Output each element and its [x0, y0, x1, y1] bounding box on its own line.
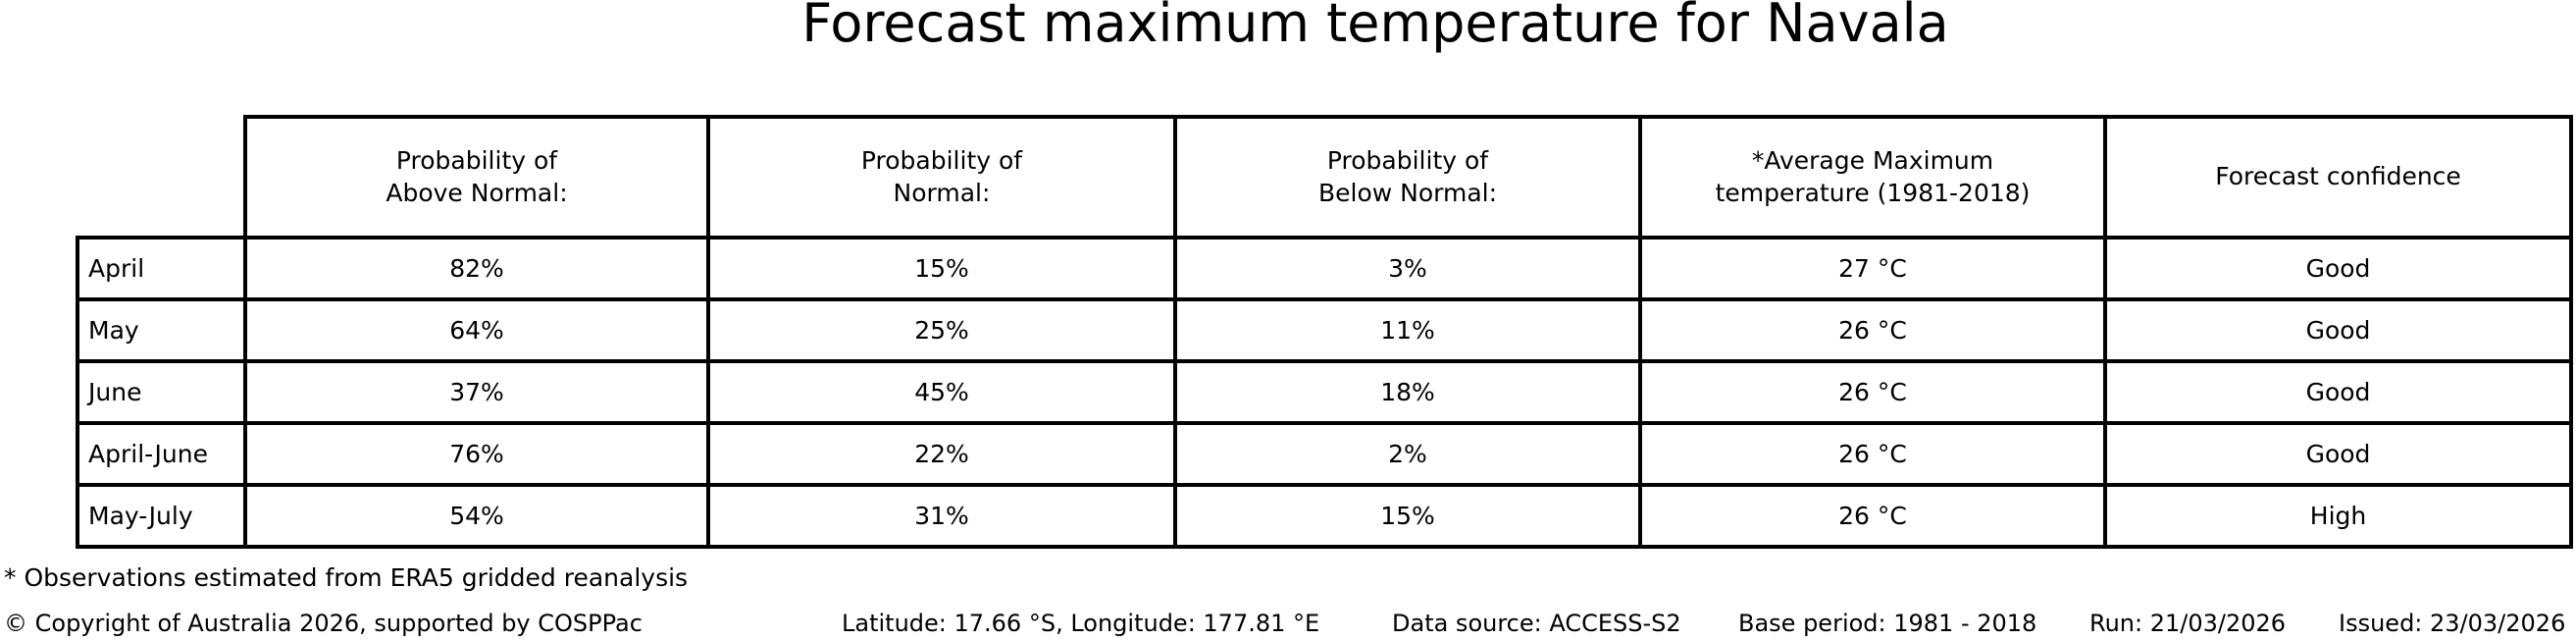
row-label-april-june: April-June — [76, 421, 247, 487]
base-period-text: Base period: 1981 - 2018 — [1738, 610, 2037, 637]
table-row-may-july: May-July 54% 31% 15% 26 °C High — [76, 483, 2573, 549]
row-label-april: April — [76, 236, 247, 301]
cell-june-avgmax: 26 °C — [1638, 359, 2107, 425]
cell-april-june-above: 76% — [243, 421, 710, 487]
copyright-text: © Copyright of Australia 2026, supported… — [4, 610, 643, 637]
cell-may-july-avgmax: 26 °C — [1638, 483, 2107, 549]
cell-june-normal: 45% — [706, 359, 1177, 425]
page-title: Forecast maximum temperature for Navala — [801, 0, 1949, 54]
corner-cell — [77, 117, 245, 238]
forecast-table: Probability of Above Normal: Probability… — [76, 115, 2573, 549]
cell-june-above: 37% — [243, 359, 710, 425]
row-label-may-july: May-July — [76, 483, 247, 549]
table-row-april-june: April-June 76% 22% 2% 26 °C Good — [76, 421, 2573, 487]
cell-april-june-avgmax: 26 °C — [1638, 421, 2107, 487]
row-label-may: May — [76, 297, 247, 363]
location-text: Latitude: 17.66 °S, Longitude: 177.81 °E — [842, 610, 1320, 637]
row-label-june: June — [76, 359, 247, 425]
col-header-normal: Probability of Normal: — [706, 115, 1177, 240]
cell-april-avgmax: 27 °C — [1638, 236, 2107, 301]
cell-april-june-confidence: Good — [2103, 421, 2573, 487]
data-source-text: Data source: ACCESS-S2 — [1392, 610, 1681, 637]
col-header-forecast-confidence: Forecast confidence — [2103, 115, 2573, 240]
cell-may-july-below: 15% — [1173, 483, 1642, 549]
cell-may-below: 11% — [1173, 297, 1642, 363]
header-row: Probability of Above Normal: Probability… — [77, 115, 2573, 240]
cell-may-july-confidence: High — [2103, 483, 2573, 549]
cell-april-confidence: Good — [2103, 236, 2573, 301]
cell-april-june-normal: 22% — [706, 421, 1177, 487]
cell-april-below: 3% — [1173, 236, 1642, 301]
cell-may-above: 64% — [243, 297, 710, 363]
cell-april-normal: 15% — [706, 236, 1177, 301]
issued-date-text: Issued: 23/03/2026 — [2339, 610, 2566, 637]
cell-may-confidence: Good — [2103, 297, 2573, 363]
col-header-below-normal: Probability of Below Normal: — [1173, 115, 1642, 240]
footnote: * Observations estimated from ERA5 gridd… — [4, 563, 689, 592]
cell-june-below: 18% — [1173, 359, 1642, 425]
cell-may-normal: 25% — [706, 297, 1177, 363]
table-row-may: May 64% 25% 11% 26 °C Good — [76, 297, 2573, 363]
cell-may-avgmax: 26 °C — [1638, 297, 2107, 363]
table-row-april: April 82% 15% 3% 27 °C Good — [76, 236, 2573, 301]
table-row-june: June 37% 45% 18% 26 °C Good — [76, 359, 2573, 425]
cell-may-july-above: 54% — [243, 483, 710, 549]
cell-may-july-normal: 31% — [706, 483, 1177, 549]
col-header-average-max-temp: *Average Maximum temperature (1981-2018) — [1638, 115, 2107, 240]
col-header-above-normal: Probability of Above Normal: — [243, 115, 710, 240]
run-date-text: Run: 21/03/2026 — [2089, 610, 2287, 637]
cell-june-confidence: Good — [2103, 359, 2573, 425]
cell-april-above: 82% — [243, 236, 710, 301]
cell-april-june-below: 2% — [1173, 421, 1642, 487]
